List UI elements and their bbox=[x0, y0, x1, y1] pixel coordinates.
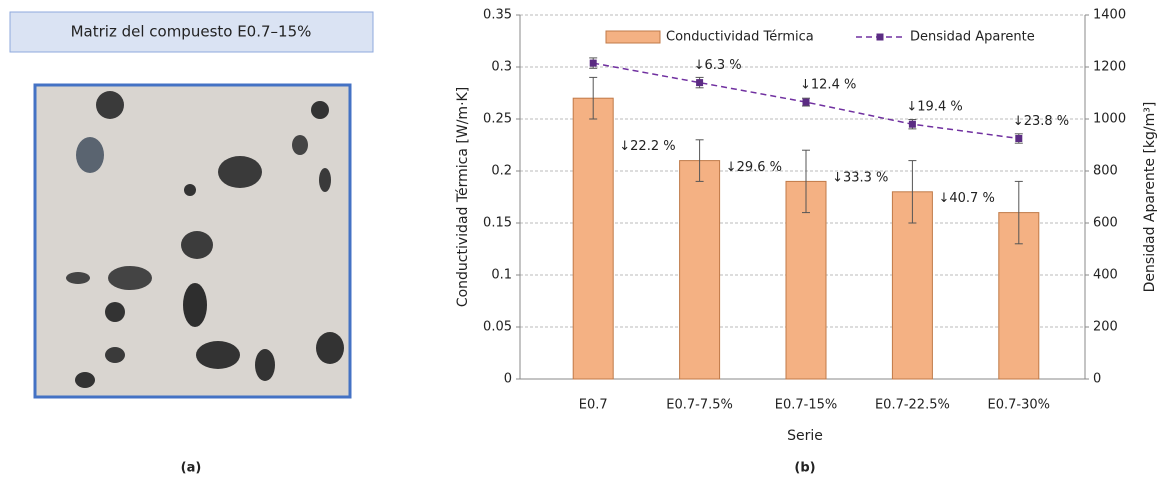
marker bbox=[802, 98, 810, 106]
y-tick-label: 0.2 bbox=[491, 164, 512, 179]
legend-label: Densidad Aparente bbox=[910, 30, 1035, 45]
y2-axis-title: Densidad Aparente [kg/m³] bbox=[1142, 102, 1158, 293]
y-axis-title: Conductividad Térmica [W/m·K] bbox=[455, 87, 471, 307]
photo bbox=[33, 83, 352, 399]
x-axis-title: Serie bbox=[787, 428, 823, 444]
y2-tick-label: 400 bbox=[1093, 268, 1118, 283]
x-tick-label: E0.7-22.5% bbox=[875, 398, 950, 413]
line bbox=[593, 62, 1019, 140]
marker bbox=[589, 59, 597, 67]
bar bbox=[785, 180, 827, 380]
y2-tick-label: 0 bbox=[1093, 372, 1101, 387]
caption: (a) bbox=[181, 461, 202, 476]
y-tick-label: 0.05 bbox=[483, 320, 512, 335]
y-tick-label: 0.1 bbox=[491, 268, 512, 283]
panel-label: Matriz del compuesto E0.7–15% bbox=[71, 23, 312, 41]
data-label: ↓6.3 % bbox=[694, 58, 742, 73]
y2-tick-label: 1000 bbox=[1093, 112, 1126, 127]
x-tick-label: E0.7-7.5% bbox=[666, 398, 733, 413]
legend-swatch bbox=[605, 30, 661, 44]
y2-tick-label: 600 bbox=[1093, 216, 1118, 231]
x-tick-label: E0.7 bbox=[579, 398, 608, 413]
y2-tick-label: 200 bbox=[1093, 320, 1118, 335]
x-tick-label: E0.7-15% bbox=[775, 398, 837, 413]
y-tick-label: 0 bbox=[504, 372, 512, 387]
y-tick-label: 0.35 bbox=[483, 8, 512, 23]
legend-label: Conductividad Térmica bbox=[666, 30, 814, 45]
data-label: ↓23.8 % bbox=[1013, 114, 1069, 129]
data-label: ↓29.6 % bbox=[726, 160, 782, 175]
y-tick-label: 0.25 bbox=[483, 112, 512, 127]
legend-swatch bbox=[876, 33, 884, 41]
y2-tick-label: 1400 bbox=[1093, 8, 1126, 23]
data-label: ↓40.7 % bbox=[938, 191, 994, 206]
caption: (b) bbox=[794, 461, 815, 476]
y2-tick-label: 1200 bbox=[1093, 60, 1126, 75]
x-tick-label: E0.7-30% bbox=[988, 398, 1050, 413]
marker bbox=[1015, 135, 1023, 142]
y-tick-label: 0.15 bbox=[483, 216, 512, 231]
data-label: ↓33.3 % bbox=[832, 170, 888, 185]
data-label: ↓22.2 % bbox=[619, 139, 675, 154]
marker bbox=[696, 79, 704, 87]
data-label: ↓19.4 % bbox=[906, 100, 962, 115]
y2-tick-label: 800 bbox=[1093, 164, 1118, 179]
bar bbox=[679, 160, 721, 380]
y-tick-label: 0.3 bbox=[491, 60, 512, 75]
label-box bbox=[9, 11, 374, 53]
marker bbox=[908, 120, 916, 128]
data-label: ↓12.4 % bbox=[800, 78, 856, 93]
bar bbox=[572, 97, 614, 380]
